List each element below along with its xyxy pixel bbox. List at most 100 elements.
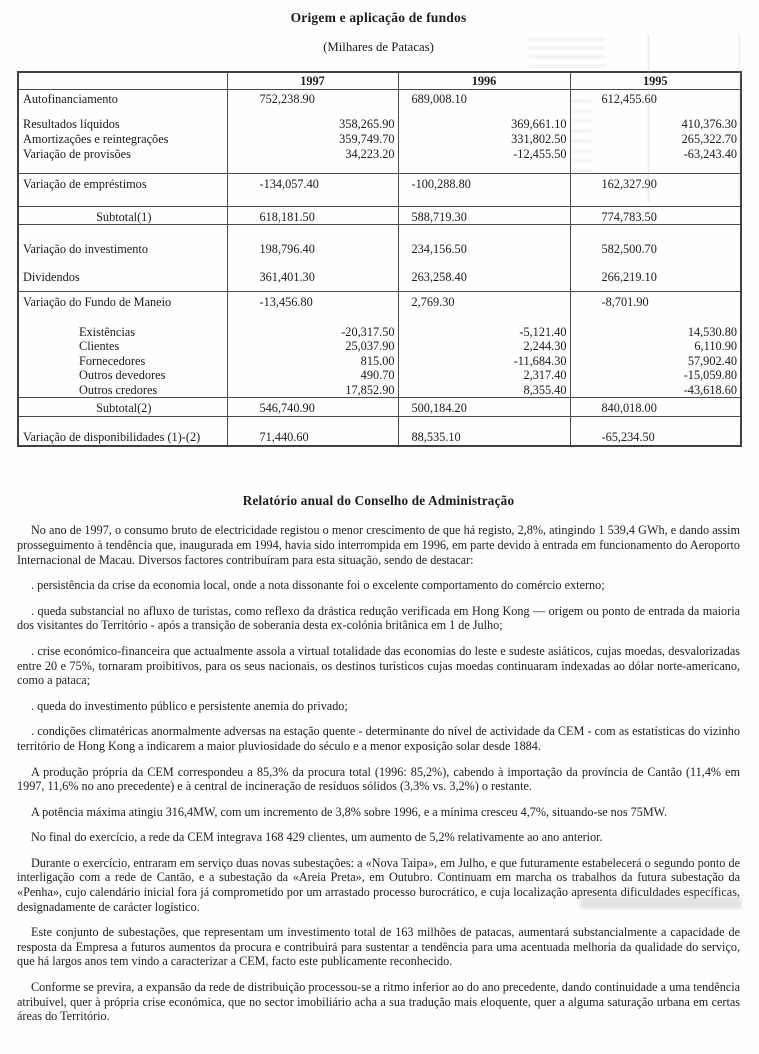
cell-1997: 618,181.50 [226,205,398,225]
row-label: Variação do investimento [17,235,227,264]
row-label: Autofinanciamento [17,89,227,117]
row-label: Resultados líquidos [17,117,227,132]
funds-table: 1997 1996 1995 Autofinanciamento 752,238.… [17,71,742,448]
row-label: Subtotal(2) [17,397,227,417]
cell-1997: 17,852.90 [226,382,398,398]
cell-1997: 546,740.90 [226,397,398,417]
cell-1995: 410,376.30 [569,117,741,132]
cell-1997: 752,238.90 [226,89,398,117]
row-label [17,162,227,173]
report-heading: Relatório anual do Conselho de Administr… [242,493,515,509]
cell-1995: 6,110.90 [569,339,741,354]
page-subtitle: (Milhares de Patacas) [323,40,434,54]
table-row: Subtotal(2) 546,740.90 500,184.20 840,018.0… [17,397,741,417]
cell-1996: -11,684.30 [397,353,570,369]
table-row: Clientes 25,037.90 2,244.30 6,110.90 [17,339,741,354]
table-row: Fornecedores 815.00 -11,684.30 57,902.40 [17,353,741,369]
cell-1997: 71,440.60 [226,427,398,447]
cell-1995: 612,455.60 [569,89,741,117]
table-row: Variação de empréstimos -134,057.40 -100,2… [17,172,741,206]
report-paragraph: . persistência da crise da economia loca… [31,578,605,593]
spacer-row [17,224,741,236]
report-paragraph: Durante o exercício, entraram em serviço… [17,855,740,914]
report-paragraph: Conforme se previra, a expansão da rede … [17,980,740,1024]
report-paragraph: A produção própria da CEM correspondeu a… [17,764,740,794]
cell-1995: -65,234.50 [569,427,741,447]
cell-1995 [569,224,741,236]
label-column-header [17,72,227,90]
cell-1997: 359,749.70 [226,132,398,147]
row-label [17,224,227,236]
report-paragraph: . queda substancial no afluxo de turista… [17,603,740,633]
row-label: Existências [17,324,227,340]
cell-1997: 361,401.30 [226,263,398,292]
row-label: Variação de disponibilidades (1)-(2) [17,427,227,447]
cell-1995: 162,327.90 [569,172,741,206]
cell-1996 [397,224,570,236]
cell-1996: 2,317.40 [397,368,570,383]
cell-1997: 25,037.90 [226,339,398,354]
table-row: Variação de provisões 34,223.20 -12,455.50… [17,147,741,162]
cell-1995: -63,243.40 [569,147,741,162]
table-row: Autofinanciamento 752,238.90 689,008.10 612… [17,89,741,117]
cell-1996: 588,719.30 [397,205,570,225]
cell-1995 [569,416,741,428]
cell-1996: 331,802.50 [397,132,570,147]
cell-1995: -15,059.80 [569,368,741,383]
cell-1995: 57,902.40 [569,353,741,369]
report-paragraph: Este conjunto de subestações, que repres… [17,925,740,969]
cell-1995: -43,618.60 [569,382,741,398]
cell-1996: 88,535.10 [397,427,570,447]
row-label [17,416,227,428]
table-row: Outros credores 17,852.90 8,355.40 -43,618.… [17,382,741,398]
cell-1995: 265,322.70 [569,132,741,147]
page-title: Origem e aplicação de fundos [290,10,467,25]
spacer-row [17,162,741,173]
cell-1996: 2,769.30 [397,291,570,325]
cell-1995 [569,162,741,173]
cell-1996: 2,244.30 [397,339,570,354]
cell-1996: 689,008.10 [397,89,570,117]
row-label: Fornecedores [17,353,227,369]
cell-1997: 34,223.20 [226,147,398,162]
cell-1996: 234,156.50 [397,235,570,264]
report-body: No ano de 1997, o consumo bruto de elect… [17,523,740,1023]
report-paragraph: . condições climatéricas anormalmente ad… [17,724,740,753]
table-row: Variação de disponibilidades (1)-(2) 71,4… [17,427,741,447]
cell-1996 [397,162,570,173]
row-label: Outros credores [17,382,227,398]
cell-1997: 815.00 [226,353,398,369]
row-label: Variação de empréstimos [17,172,227,206]
cell-1996: 263,258.40 [397,263,570,292]
report-paragraph: No final do exercício, a rede da CEM int… [31,830,603,845]
report-paragraph: A potência máxima atingiu 316,4MW, com u… [31,804,668,819]
row-label: Clientes [17,339,227,354]
cell-1996: 500,184.20 [397,397,570,417]
cell-1997 [226,224,398,236]
cell-1996: 369,661.10 [397,117,570,132]
cell-1995: 14,530.80 [569,324,741,340]
table-row: Amortizações e reintegrações 359,749.70 33… [17,132,741,147]
cell-1997: -134,057.40 [226,172,398,206]
year-column-1995: 1995 [569,72,741,90]
table-row: Variação do Fundo de Maneio -13,456.80 2,7… [17,291,741,325]
table-row: Variação do investimento 198,796.40 234,15… [17,235,741,264]
cell-1997: -20,317.50 [226,324,398,340]
row-label: Variação de provisões [17,147,227,162]
cell-1997 [226,416,398,428]
row-label: Dividendos [17,263,227,292]
cell-1997 [226,162,398,173]
cell-1997: 490.70 [226,368,398,383]
cell-1997: -13,456.80 [226,291,398,325]
table-header-row: 1997 1996 1995 [17,72,741,90]
year-column-1996: 1996 [397,72,570,90]
cell-1995: 840,018.00 [569,397,741,417]
cell-1996: -12,455.50 [397,147,570,162]
table-row: Resultados líquidos 358,265.90 369,661.10 4… [17,117,741,132]
report-paragraph: . crise económico-financeira que actualm… [17,643,740,688]
table-row: Subtotal(1) 618,181.50 588,719.30 774,783.5… [17,205,741,225]
cell-1995: -8,701.90 [569,291,741,325]
cell-1996: -5,121.40 [397,324,570,340]
row-label: Outros devedores [17,368,227,383]
